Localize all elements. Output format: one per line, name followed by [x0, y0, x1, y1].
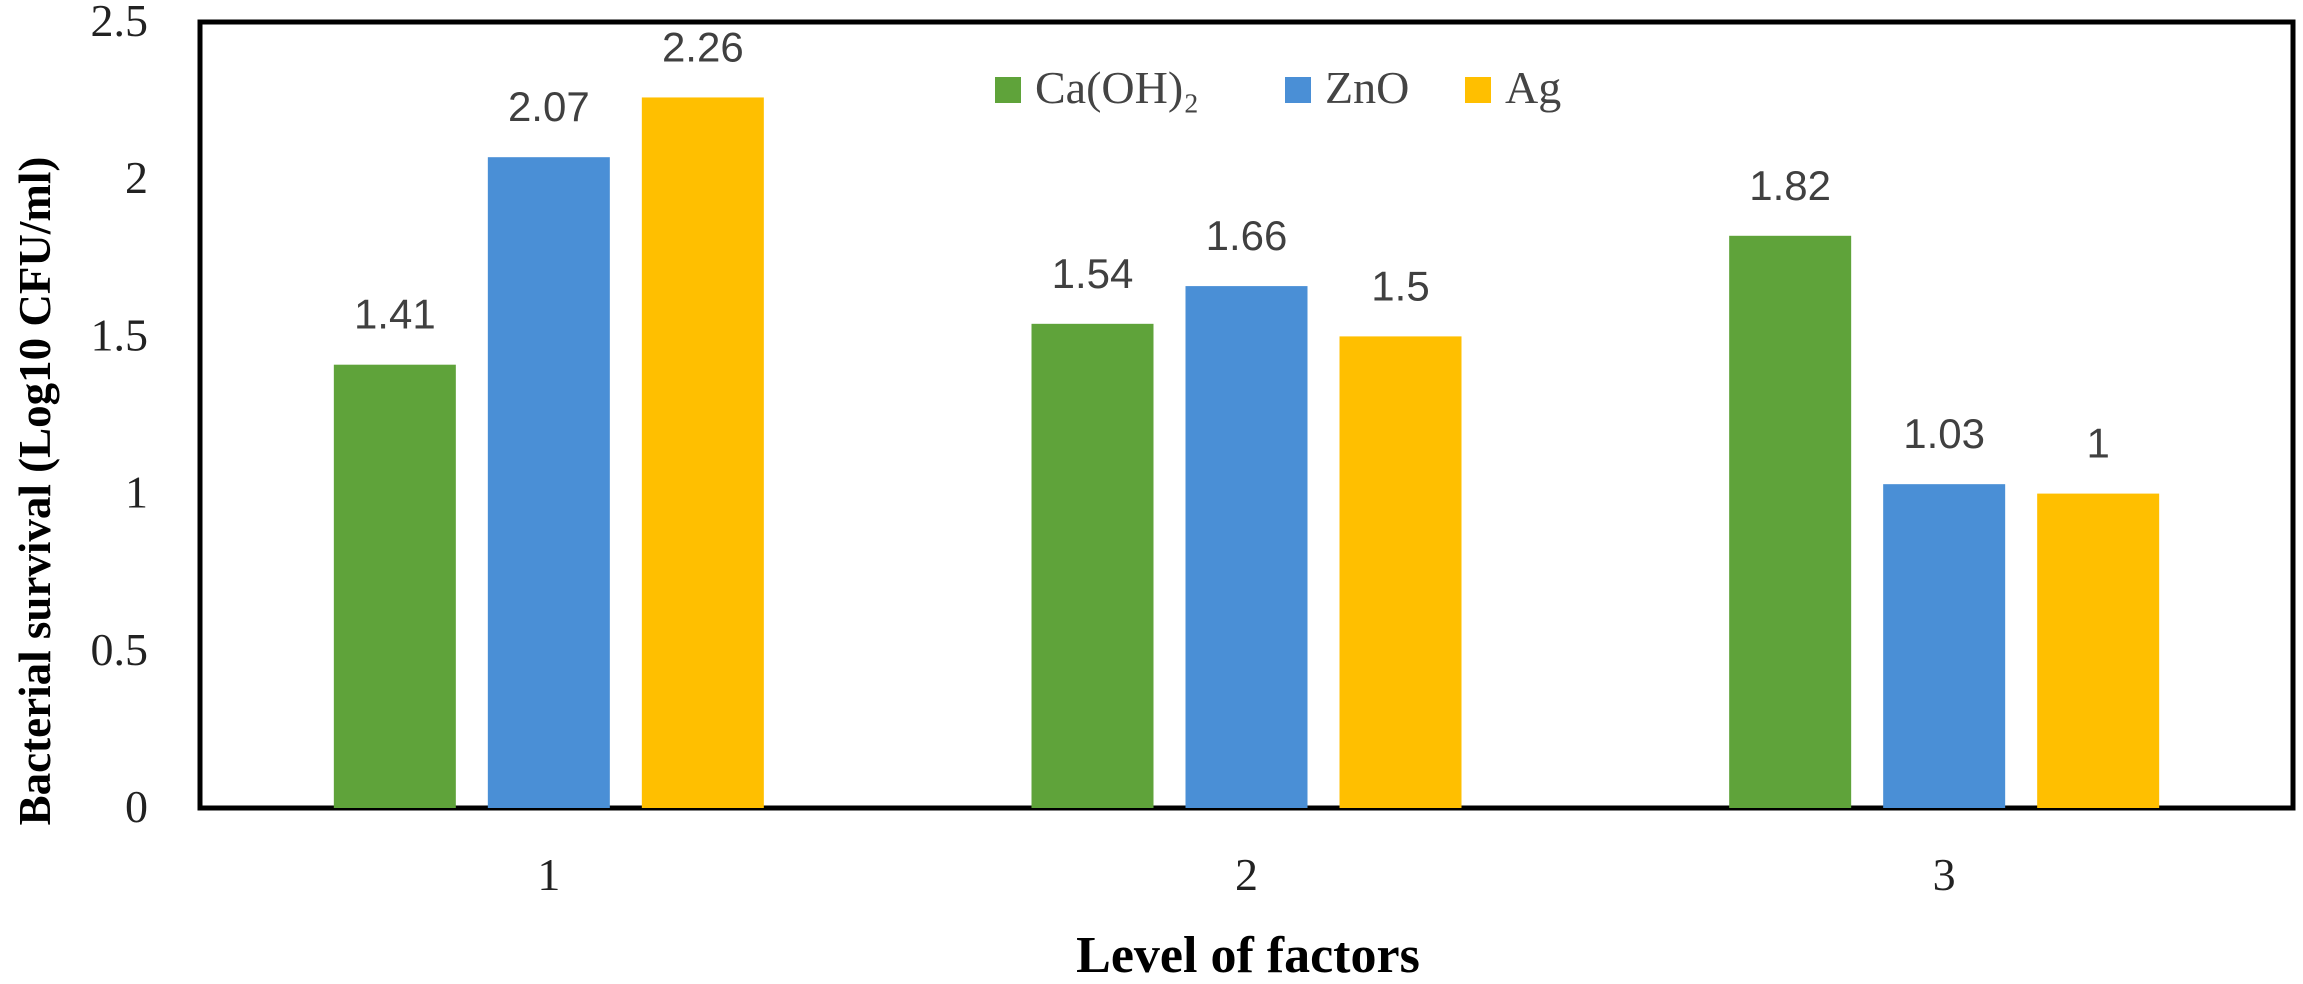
legend-swatch-2 — [1465, 77, 1491, 103]
data-label-2-1: 1.66 — [1206, 212, 1288, 259]
data-label-3-0: 1.82 — [1749, 162, 1831, 209]
x-tick-label: 3 — [1933, 849, 1956, 900]
y-axis-label: Bacterial survival (Log10 CFU/ml) — [10, 157, 60, 826]
legend-label-0: Ca(OH)₂ — [1035, 62, 1199, 113]
bar-3-2 — [2037, 493, 2160, 808]
bar-3-0 — [1729, 235, 1852, 809]
bar-2-0 — [1031, 323, 1154, 808]
legend-label-1: ZnO — [1325, 62, 1409, 113]
data-label-1-1: 2.07 — [508, 83, 590, 130]
data-label-1-0: 1.41 — [354, 291, 436, 338]
legend-label-2: Ag — [1505, 62, 1561, 113]
y-tick-label: 2.5 — [91, 0, 149, 46]
bar-1-2 — [641, 97, 764, 809]
legend-swatch-0 — [995, 77, 1021, 103]
x-tick-label: 1 — [537, 849, 560, 900]
y-tick-labels: 0 0.5 1 1.5 2 2.5 — [91, 0, 149, 832]
data-label-3-2: 1 — [2086, 420, 2109, 467]
data-label-1-2: 2.26 — [662, 23, 744, 70]
legend: Ca(OH)₂ ZnO Ag — [995, 62, 1561, 113]
data-label-2-2: 1.5 — [1371, 262, 1429, 309]
bar-3-1 — [1883, 484, 2006, 808]
y-tick-label: 0.5 — [91, 624, 149, 675]
data-label-2-0: 1.54 — [1052, 250, 1134, 297]
y-tick-label: 1 — [125, 467, 148, 518]
x-axis-label: Level of factors — [1076, 927, 1420, 984]
x-tick-labels: 1 2 3 — [537, 849, 1955, 900]
legend-swatch-1 — [1285, 77, 1311, 103]
bar-2-1 — [1185, 286, 1308, 808]
bars-group — [333, 97, 2160, 809]
y-tick-label: 2 — [125, 152, 148, 203]
x-tick-label: 2 — [1235, 849, 1258, 900]
bar-2-2 — [1339, 336, 1462, 808]
bar-1-1 — [487, 157, 610, 808]
y-tick-label: 1.5 — [91, 309, 149, 360]
data-labels-group: 1.41 2.07 2.26 1.54 1.66 1.5 1.82 1.03 1 — [354, 23, 2110, 466]
bar-1-0 — [333, 364, 456, 808]
data-label-3-1: 1.03 — [1903, 410, 1985, 457]
y-tick-label: 0 — [125, 781, 148, 832]
